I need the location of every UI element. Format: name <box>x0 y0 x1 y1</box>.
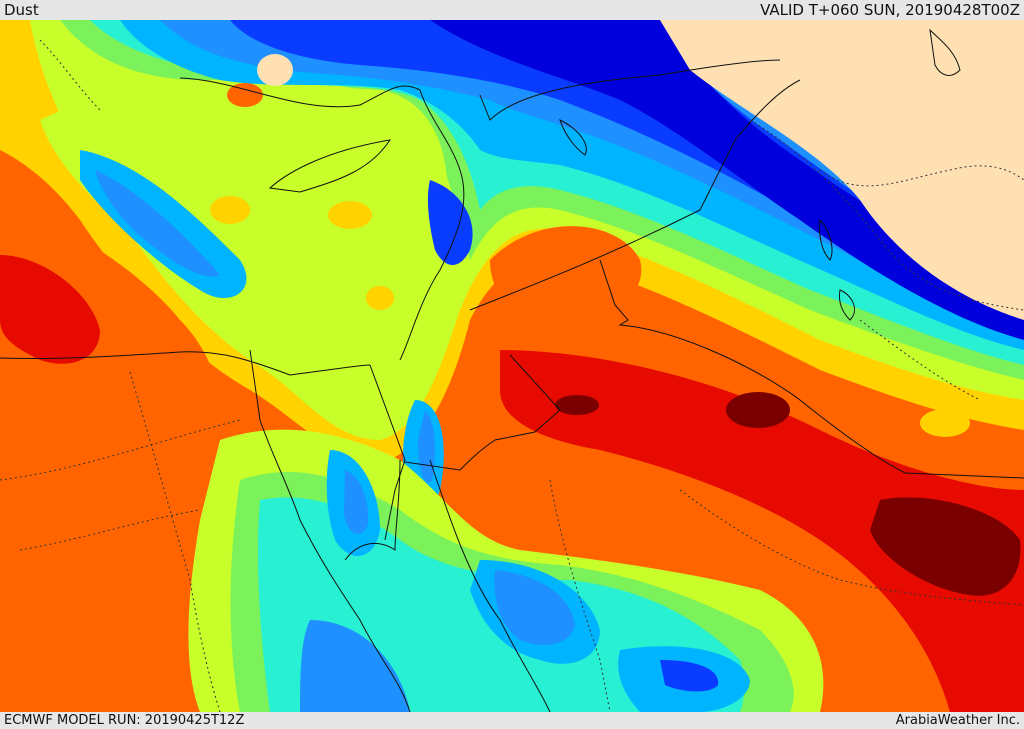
credit-label: ArabiaWeather Inc. <box>895 713 1020 728</box>
model-run-label: ECMWF MODEL RUN: 20190425T12Z <box>4 713 245 728</box>
dust-forecast-map[interactable] <box>0 20 1024 712</box>
valid-time: VALID T+060 SUN, 20190428T00Z <box>760 1 1020 19</box>
title-bar: Dust VALID T+060 SUN, 20190428T00Z <box>0 0 1024 20</box>
dust-field <box>0 20 1024 712</box>
product-title: Dust <box>4 1 39 19</box>
footer-bar: ECMWF MODEL RUN: 20190425T12Z ArabiaWeat… <box>0 712 1024 729</box>
